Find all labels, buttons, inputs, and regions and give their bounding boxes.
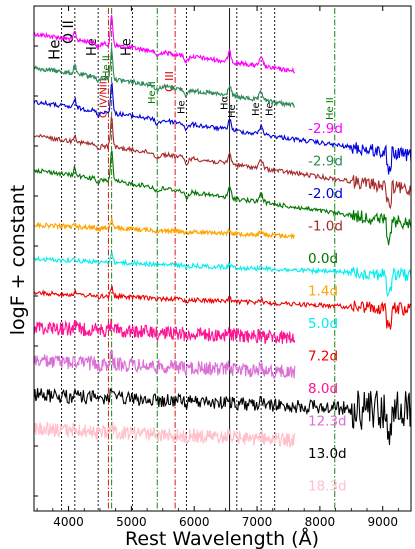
epoch-label-3: -1.0d <box>308 219 343 235</box>
x-tick-label-2: 6000 <box>179 515 210 529</box>
epoch-label-11: 18.3d <box>308 479 347 495</box>
spectrum-series-6 <box>33 252 412 298</box>
spectrum-series-9 <box>33 350 296 380</box>
spectrum-series-4 <box>33 150 412 246</box>
line-marker-label-10: He <box>227 104 238 118</box>
plot-area-background <box>34 6 411 511</box>
x-tick-label-1: 5000 <box>116 515 147 529</box>
epoch-label-2: -2.0d <box>308 186 343 202</box>
spectrum-series-3 <box>33 116 412 210</box>
line-marker-label-6: He II <box>147 81 158 104</box>
x-tick-label-4: 8000 <box>305 515 336 529</box>
x-axis-label: Rest Wavelength (Å) <box>125 527 319 549</box>
epoch-label-5: 1.4d <box>308 284 338 300</box>
line-marker-label-8: He <box>176 100 187 114</box>
x-tick-label-3: 7000 <box>242 515 273 529</box>
epoch-label-8: 8.0d <box>308 381 338 397</box>
spectrum-series-10 <box>33 387 412 446</box>
epoch-label-4: 0.0d <box>308 251 338 267</box>
spectrum-series-2 <box>33 82 412 175</box>
spectrum-series-11 <box>33 421 296 449</box>
axes: 4000 5000 6000 7000 8000 9000 <box>34 6 399 529</box>
line-marker-label-12: He <box>265 102 276 116</box>
spectrum-series-0 <box>33 15 296 74</box>
epoch-label-0: -2.9d <box>308 121 343 137</box>
line-marker-label-3: C IV/NIII <box>98 78 109 118</box>
epoch-label-10: 13.0d <box>308 446 347 462</box>
x-tick-label-0: 4000 <box>53 515 84 529</box>
x-tick-label-5: 9000 <box>367 515 398 529</box>
line-marker-label-9: Hα <box>220 95 231 110</box>
y-axis-label: logF + constant <box>7 185 29 336</box>
line-marker-label-4: He II <box>102 55 113 78</box>
spectrum-series-7 <box>33 285 411 330</box>
line-marker-label-0: He <box>46 39 64 60</box>
line-marker-label-11: He <box>251 102 262 116</box>
spectrum-series-8 <box>33 318 296 345</box>
epoch-label-7: 7.2d <box>308 349 338 365</box>
spectrum-series-1 <box>33 47 296 108</box>
epoch-label-9: 12.3d <box>308 414 347 430</box>
line-marker-label-5: He <box>119 38 134 56</box>
line-marker-label-13: He II <box>325 97 336 120</box>
spectrum-series-5 <box>33 216 296 240</box>
epoch-label-1: -2.9d <box>308 154 343 170</box>
epoch-label-6: 5.0d <box>308 316 338 332</box>
plot-frame <box>33 5 412 512</box>
spectra-series-layer <box>33 15 412 449</box>
epoch-label-layer: -2.9d -2.9d -2.0d -1.0d 0.0d 1.4d 5.0d 7.2d 8.0d… <box>308 121 347 495</box>
